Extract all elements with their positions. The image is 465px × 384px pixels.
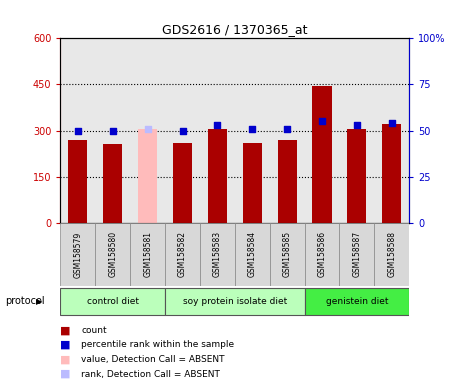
Text: ▶: ▶ xyxy=(36,297,43,306)
Bar xyxy=(374,38,409,223)
Bar xyxy=(382,124,401,223)
Point xyxy=(283,126,291,132)
Bar xyxy=(243,143,262,223)
Text: value, Detection Call = ABSENT: value, Detection Call = ABSENT xyxy=(81,355,225,364)
Point xyxy=(74,127,82,134)
Text: GSM158580: GSM158580 xyxy=(108,231,117,278)
Text: ■: ■ xyxy=(60,369,71,379)
Bar xyxy=(68,140,87,223)
Point xyxy=(248,126,256,132)
Bar xyxy=(374,223,409,286)
Text: genistein diet: genistein diet xyxy=(326,297,388,306)
Text: percentile rank within the sample: percentile rank within the sample xyxy=(81,340,234,349)
Bar xyxy=(235,223,270,286)
Bar xyxy=(305,223,339,286)
Text: GSM158582: GSM158582 xyxy=(178,232,187,277)
Bar xyxy=(208,129,227,223)
Bar xyxy=(339,38,374,223)
Text: ■: ■ xyxy=(60,340,71,350)
Bar xyxy=(200,223,235,286)
Text: rank, Detection Call = ABSENT: rank, Detection Call = ABSENT xyxy=(81,369,220,379)
Bar xyxy=(270,38,305,223)
Point xyxy=(144,126,152,132)
Bar xyxy=(130,38,165,223)
Text: GSM158586: GSM158586 xyxy=(318,231,326,278)
Text: GSM158584: GSM158584 xyxy=(248,231,257,278)
Bar xyxy=(165,288,305,315)
Text: ■: ■ xyxy=(60,325,71,335)
Text: count: count xyxy=(81,326,107,335)
Bar xyxy=(95,38,130,223)
Bar xyxy=(165,38,200,223)
Text: ■: ■ xyxy=(60,354,71,364)
Point xyxy=(214,122,221,128)
Text: GSM158587: GSM158587 xyxy=(352,231,361,278)
Bar xyxy=(60,223,95,286)
Text: GSM158588: GSM158588 xyxy=(387,232,396,277)
Bar xyxy=(165,223,200,286)
Text: control diet: control diet xyxy=(87,297,139,306)
Text: protocol: protocol xyxy=(5,296,44,306)
Bar xyxy=(138,129,157,223)
Point xyxy=(109,127,116,134)
Title: GDS2616 / 1370365_at: GDS2616 / 1370365_at xyxy=(162,23,307,36)
Bar xyxy=(278,141,297,223)
Text: soy protein isolate diet: soy protein isolate diet xyxy=(183,297,287,306)
Text: GSM158583: GSM158583 xyxy=(213,231,222,278)
Point xyxy=(318,118,325,124)
Bar xyxy=(103,144,122,223)
Bar xyxy=(200,38,235,223)
Point xyxy=(388,120,395,126)
Point xyxy=(353,122,361,128)
Text: GSM158585: GSM158585 xyxy=(283,231,292,278)
Bar xyxy=(339,223,374,286)
Bar xyxy=(305,288,409,315)
Bar xyxy=(173,143,192,223)
Point xyxy=(179,127,186,134)
Bar xyxy=(312,86,332,223)
Bar xyxy=(130,223,165,286)
Bar xyxy=(95,223,130,286)
Bar xyxy=(347,129,366,223)
Bar xyxy=(60,288,165,315)
Text: GSM158581: GSM158581 xyxy=(143,232,152,277)
Bar xyxy=(270,223,305,286)
Bar xyxy=(60,38,95,223)
Bar xyxy=(235,38,270,223)
Text: GSM158579: GSM158579 xyxy=(73,231,82,278)
Bar xyxy=(305,38,339,223)
